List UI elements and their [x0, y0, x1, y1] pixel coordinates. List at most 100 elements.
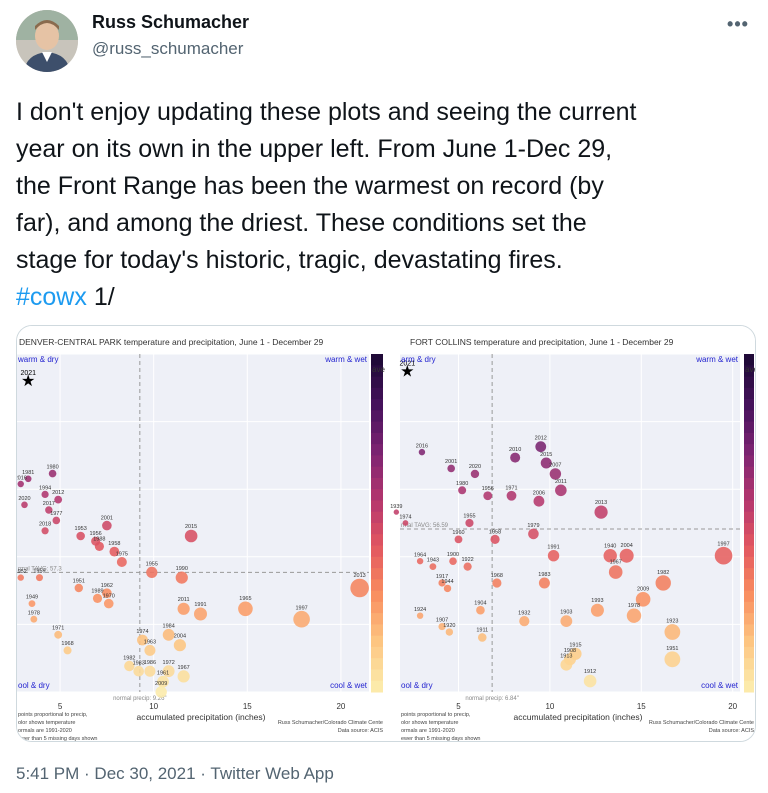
point-label: 2001: [445, 459, 457, 465]
data-point: [63, 646, 72, 655]
point-label: 1904: [474, 600, 486, 606]
data-point: [492, 578, 502, 588]
star-icon: ★: [400, 361, 414, 380]
chart-denver-svg: rmal TAVG: 57.3 normal precip: 9.26" 1981 1…: [17, 337, 385, 741]
data-point: [619, 548, 634, 563]
data-point: [157, 675, 169, 688]
point-label: 1981: [22, 470, 34, 476]
point-label: 2016: [17, 475, 27, 481]
data-point: [146, 566, 158, 578]
quadrant-label-cool-wet: cool & wet: [701, 681, 739, 690]
point-label: 1964: [414, 552, 426, 558]
point-label: 1974: [136, 629, 148, 635]
data-point: [506, 490, 517, 501]
point-label: 1955: [463, 513, 475, 519]
colorbar-segment: [371, 410, 383, 423]
normal-precip-label: normal precip: 6.84": [465, 696, 519, 702]
point-label: 1932: [518, 611, 530, 617]
data-point: [28, 600, 36, 607]
point-label: 1951: [666, 646, 678, 652]
tweet-time[interactable]: 5:41 PM: [16, 764, 80, 783]
point-label: 1955: [146, 561, 158, 567]
data-point: [483, 491, 493, 501]
avatar[interactable]: [16, 10, 78, 72]
normal-precip-label: normal precip: 9.26": [113, 696, 167, 702]
data-point: [626, 608, 642, 623]
data-point: [41, 490, 49, 498]
colorbar-segment: [371, 387, 383, 400]
point-label: 1923: [666, 619, 678, 625]
point-label: 1943: [427, 558, 439, 564]
chart-fort-collins[interactable]: rmal TAVG: 56.59 normal precip: 6.84" 2016…: [388, 326, 755, 741]
data-point: [116, 557, 127, 567]
colorbar-segment: [744, 477, 754, 490]
point-label: 1939: [390, 504, 402, 510]
data-point: [402, 520, 409, 526]
tweet-timestamp: 5:41 PM · Dec 30, 2021 · Twitter Web App: [16, 764, 334, 784]
colorbar-segment: [371, 601, 383, 614]
quadrant-label-warm-wet: warm & wet: [324, 355, 368, 364]
point-label: 1962: [101, 583, 113, 589]
author-name[interactable]: Russ Schumacher: [92, 12, 250, 32]
x-tick-label: 5: [58, 702, 63, 711]
x-tick-label: 20: [728, 702, 737, 711]
point-label: 1984: [163, 623, 175, 629]
point-label: 2006: [533, 490, 545, 496]
point-label: 1959: [33, 569, 45, 575]
data-point: [193, 607, 207, 621]
data-point: [41, 527, 49, 535]
point-label: 2009: [637, 586, 649, 592]
quadrant-label-cool-wet: cool & wet: [330, 681, 368, 690]
highlight-label: 2021: [20, 370, 36, 377]
data-point: [560, 615, 573, 628]
point-label: 1953: [75, 526, 87, 532]
point-label: 2009: [155, 681, 167, 687]
point-label: 1965: [239, 596, 251, 602]
data-point: [655, 575, 671, 591]
colorbar-segment: [744, 624, 754, 637]
footnote-right: Data source: ACIS: [338, 728, 384, 734]
data-point: [477, 633, 487, 642]
tweet-media[interactable]: rmal TAVG: 57.3 normal precip: 9.26" 1981 1…: [16, 325, 756, 742]
point-label: 2013: [595, 500, 607, 506]
tweet-date[interactable]: Dec 30, 2021: [94, 764, 196, 783]
data-point: [74, 583, 83, 593]
footnote-right: Russ Schumacher/Colorado Climate Cente: [649, 720, 754, 726]
data-point: [635, 592, 651, 607]
footnote-left: points proportional to precip,: [18, 712, 88, 718]
tweet-line: year on its own in the upper left. From …: [16, 135, 613, 163]
point-label: 2016: [416, 443, 428, 449]
data-point: [608, 565, 623, 579]
colorbar-segment: [371, 489, 383, 501]
point-label: 1978: [628, 603, 640, 609]
tweet-client[interactable]: Twitter Web App: [210, 764, 334, 783]
colorbar-segment: [371, 500, 383, 513]
plot-background: [17, 354, 369, 692]
footnote-right: Data source: ACIS: [709, 728, 755, 734]
colorbar-segment: [744, 523, 754, 535]
point-label: 2012: [52, 490, 64, 496]
data-point: [549, 468, 562, 480]
more-horizontal-icon[interactable]: •••: [727, 13, 749, 34]
point-label: 2015: [540, 452, 552, 458]
chart-denver[interactable]: rmal TAVG: 57.3 normal precip: 9.26" 1981 1…: [17, 326, 386, 741]
author-handle[interactable]: @russ_schumacher: [92, 39, 244, 58]
footnote-left: points proportional to precip,: [401, 712, 471, 718]
data-point: [144, 644, 156, 656]
hashtag-link[interactable]: #cowx: [16, 283, 87, 311]
colorbar-segment: [371, 658, 383, 670]
colorbar-segment: [371, 624, 383, 637]
separator: ·: [195, 764, 211, 783]
chart-title: FORT COLLINS temperature and precipitati…: [410, 337, 674, 347]
point-label: 1903: [560, 610, 572, 616]
point-label: 1917: [436, 574, 448, 580]
data-point: [133, 665, 145, 677]
colorbar-segment: [744, 590, 754, 603]
colorbar-segment: [744, 545, 754, 558]
data-point: [21, 501, 28, 509]
colorbar-segment: [371, 680, 383, 693]
data-point: [24, 475, 32, 483]
colorbar-segment: [744, 635, 754, 648]
normal-temp-label: rmal TAVG: 57.3: [18, 566, 62, 572]
data-point: [92, 593, 103, 603]
